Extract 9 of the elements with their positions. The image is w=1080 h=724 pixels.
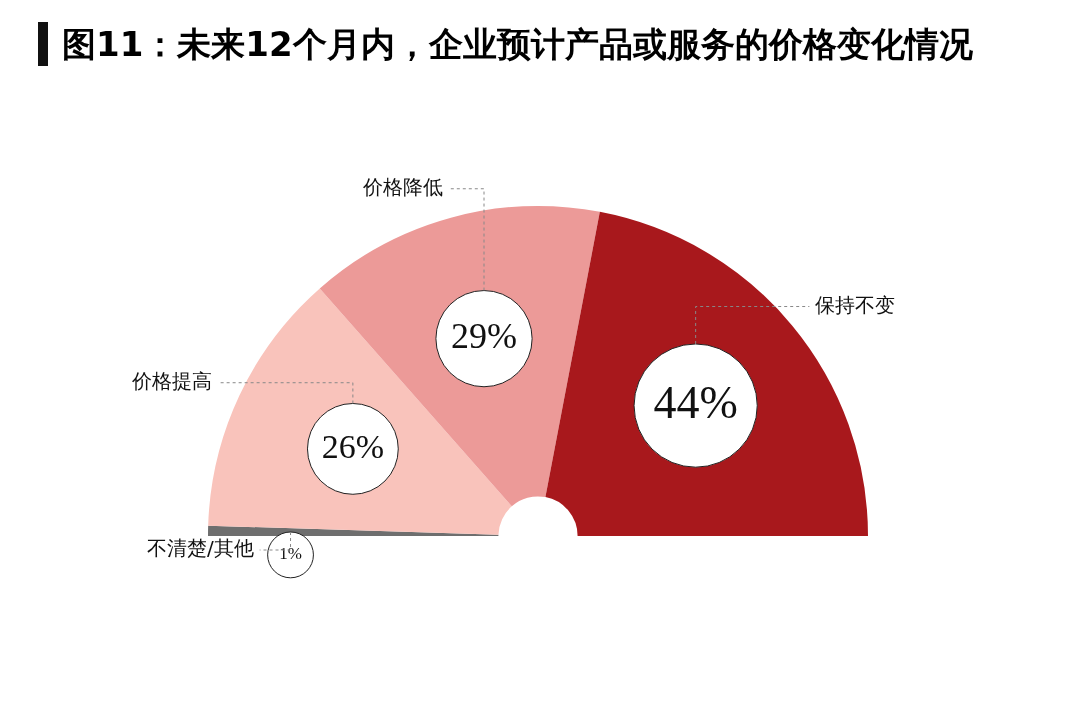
slice-label: 价格降低 <box>362 175 444 200</box>
data-label: 44% <box>653 376 738 428</box>
slice-label: 保持不变 <box>815 292 896 317</box>
slice-label: 不清楚/其他 <box>146 536 254 561</box>
data-label: 1% <box>279 544 302 564</box>
data-label: 26% <box>321 427 385 465</box>
chart-title: 图11：未来12个月内，企业预计产品或服务的价格变化情况 <box>38 22 1052 67</box>
slice-label: 价格提高 <box>131 369 213 394</box>
data-label: 29% <box>451 316 518 357</box>
